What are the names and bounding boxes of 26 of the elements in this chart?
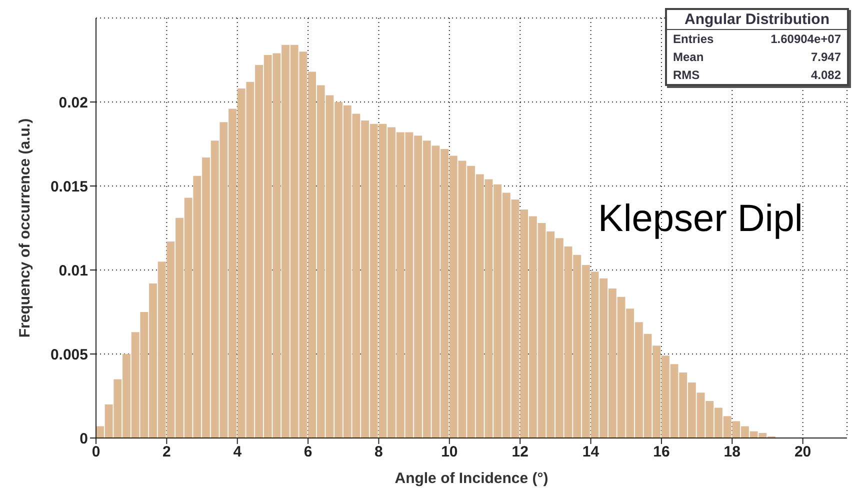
y-tick-label: 0.005 [50, 346, 88, 364]
y-tick-label: 0 [80, 430, 88, 448]
x-tick-label: 14 [582, 444, 600, 461]
y-tick-label: 0.01 [58, 262, 88, 280]
annotation: 4.082 [810, 68, 841, 82]
y-axis-title: Frequency of occurrence (a.u.) [16, 118, 34, 338]
x-tick-label: 6 [304, 444, 312, 461]
annotation: Klepser Dipl [598, 198, 803, 241]
annotation: RMS [673, 68, 700, 82]
x-tick-label: 10 [441, 444, 458, 461]
x-tick-label: 12 [512, 444, 528, 461]
annotation: Entries [673, 32, 714, 46]
x-tick-label: 2 [162, 444, 171, 461]
y-tick-label: 0.02 [58, 94, 88, 112]
x-tick-label: 4 [233, 444, 242, 461]
annotation: Mean [673, 50, 704, 64]
annotation: Angular Distribution [667, 10, 847, 30]
annotation: 1.60904e+07 [770, 32, 841, 46]
y-tick-label: 0.015 [50, 178, 88, 196]
x-tick-label: 18 [724, 444, 740, 461]
x-tick-label: 8 [374, 444, 383, 461]
annotation: 7.947 [810, 50, 841, 64]
x-tick-label: 16 [653, 444, 670, 461]
x-axis-title: Angle of Incidence (°) [394, 470, 548, 487]
x-tick-label: 0 [92, 444, 100, 461]
x-tick-label: 20 [794, 444, 812, 461]
